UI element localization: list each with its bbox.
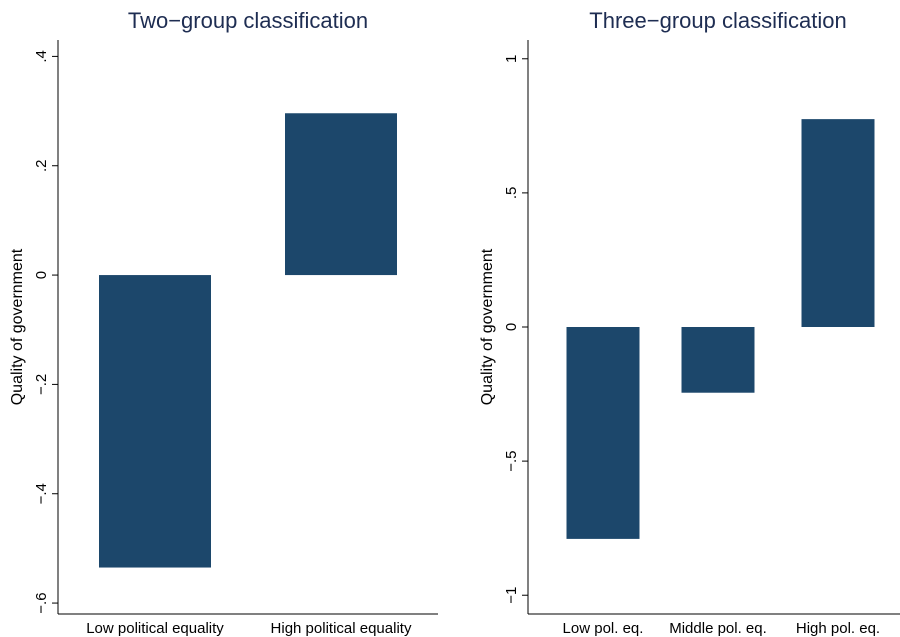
y-axis-label: Quality of government bbox=[9, 248, 26, 405]
y-tick-label: −.5 bbox=[503, 450, 520, 471]
category-label: High pol. eq. bbox=[796, 620, 880, 637]
y-tick-label: −.6 bbox=[33, 592, 50, 613]
y-tick-label: .5 bbox=[503, 187, 520, 200]
y-tick-label: −.4 bbox=[33, 483, 50, 504]
bar-low-political-equality bbox=[99, 275, 211, 568]
bar-high-pol-eq bbox=[801, 119, 875, 328]
chart-title: Two−group classification bbox=[128, 8, 368, 33]
category-labels: Low political equality High political equ… bbox=[86, 620, 412, 637]
category-label: Low political equality bbox=[86, 620, 224, 637]
y-tick-label: −.2 bbox=[33, 374, 50, 395]
bar-high-political-equality bbox=[285, 113, 397, 276]
bars bbox=[99, 113, 397, 568]
category-labels: Low pol. eq. Middle pol. eq. High pol. eq. bbox=[563, 620, 881, 637]
category-label: Middle pol. eq. bbox=[669, 620, 767, 637]
y-axis-label: Quality of government bbox=[479, 248, 496, 405]
bars bbox=[566, 119, 875, 539]
y-tick-label: .4 bbox=[33, 50, 50, 63]
y-tick-label: 0 bbox=[33, 271, 50, 279]
panel-two-group: Two−group classification Quality of gove… bbox=[9, 8, 438, 637]
y-ticks: −.6 −.4 −.2 0 .2 .4 bbox=[33, 50, 58, 614]
y-tick-label: 1 bbox=[503, 55, 520, 63]
category-label: Low pol. eq. bbox=[563, 620, 644, 637]
y-tick-label: .2 bbox=[33, 159, 50, 172]
y-ticks: −1 −.5 0 .5 1 bbox=[503, 55, 528, 604]
panel-three-group: Three−group classification Quality of go… bbox=[479, 8, 900, 637]
chart-title: Three−group classification bbox=[589, 8, 846, 33]
y-tick-label: 0 bbox=[503, 323, 520, 331]
bar-low-pol-eq bbox=[566, 327, 640, 539]
category-label: High political equality bbox=[271, 620, 412, 637]
bar-middle-pol-eq bbox=[681, 327, 755, 393]
y-tick-label: −1 bbox=[503, 587, 520, 604]
